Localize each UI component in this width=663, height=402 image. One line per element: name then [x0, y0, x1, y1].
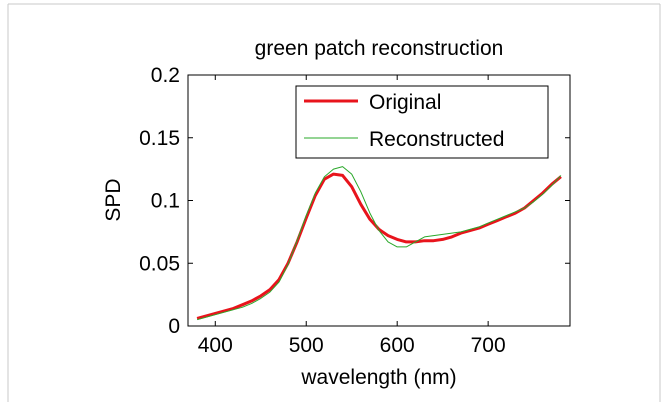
series-line-reconstructed: [196, 166, 562, 321]
legend-label-original: Original: [369, 91, 441, 114]
series-layer: [196, 166, 562, 321]
y-tick-label: 0.2: [151, 64, 180, 87]
x-axis-title: wavelength (nm): [300, 366, 456, 389]
y-tick-label: 0: [168, 315, 180, 338]
x-tick-label: 400: [198, 334, 233, 357]
series-line-original: [196, 172, 562, 320]
legend-box: [295, 85, 549, 159]
x-tick-label: 700: [471, 334, 506, 357]
ticks-layer: 400 500 600 700 0 0.05 0.1 0.15 0.2: [139, 64, 570, 357]
legend: Original Reconstructed: [295, 85, 549, 159]
chart-title: green patch reconstruction: [255, 37, 504, 60]
y-tick-label: 0.15: [139, 127, 180, 150]
y-tick-label: 0.05: [139, 252, 180, 275]
y-tick-label: 0.1: [151, 190, 180, 213]
y-axis-title: SPD: [102, 178, 125, 221]
x-tick-label: 600: [380, 334, 415, 357]
x-tick-label: 500: [289, 334, 324, 357]
legend-label-reconstructed: Reconstructed: [369, 128, 504, 151]
